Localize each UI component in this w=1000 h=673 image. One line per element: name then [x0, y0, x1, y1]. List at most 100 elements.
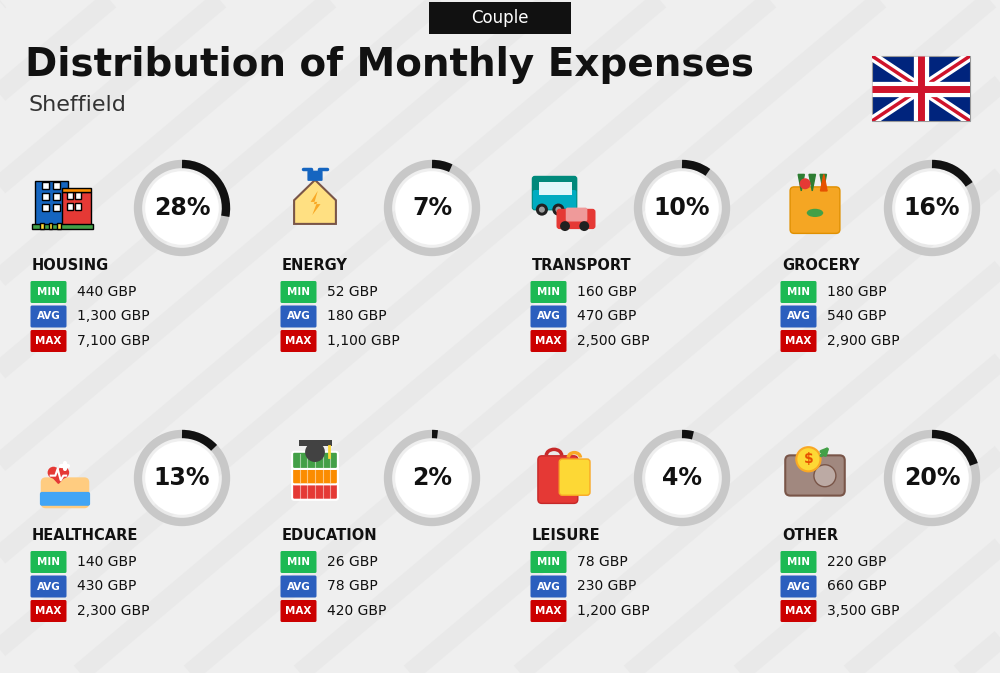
- Text: 16%: 16%: [904, 196, 960, 220]
- FancyBboxPatch shape: [62, 188, 91, 192]
- FancyBboxPatch shape: [280, 330, 316, 352]
- FancyBboxPatch shape: [785, 456, 845, 495]
- Circle shape: [555, 207, 561, 213]
- Text: Sheffield: Sheffield: [28, 95, 126, 115]
- FancyBboxPatch shape: [31, 600, 66, 622]
- Polygon shape: [311, 191, 320, 215]
- FancyBboxPatch shape: [48, 223, 52, 229]
- FancyBboxPatch shape: [780, 306, 816, 328]
- Text: MAX: MAX: [285, 336, 312, 346]
- FancyBboxPatch shape: [32, 224, 92, 229]
- FancyBboxPatch shape: [280, 551, 316, 573]
- Text: MAX: MAX: [35, 606, 62, 616]
- Text: MAX: MAX: [35, 336, 62, 346]
- Text: 20%: 20%: [904, 466, 960, 490]
- Text: AVG: AVG: [537, 312, 560, 322]
- FancyBboxPatch shape: [53, 182, 60, 189]
- FancyBboxPatch shape: [530, 551, 566, 573]
- Circle shape: [395, 441, 469, 515]
- Text: 1,200 GBP: 1,200 GBP: [577, 604, 650, 618]
- FancyBboxPatch shape: [566, 207, 587, 221]
- Text: MIN: MIN: [537, 557, 560, 567]
- FancyBboxPatch shape: [780, 330, 816, 352]
- Circle shape: [552, 203, 564, 215]
- Circle shape: [57, 466, 69, 479]
- FancyBboxPatch shape: [292, 452, 338, 469]
- FancyBboxPatch shape: [550, 182, 561, 195]
- FancyBboxPatch shape: [533, 190, 576, 209]
- FancyBboxPatch shape: [42, 203, 49, 211]
- FancyBboxPatch shape: [31, 281, 66, 303]
- FancyBboxPatch shape: [561, 182, 572, 195]
- Circle shape: [814, 465, 836, 487]
- FancyBboxPatch shape: [429, 2, 571, 34]
- Text: MAX: MAX: [535, 336, 562, 346]
- Text: MAX: MAX: [785, 606, 812, 616]
- Text: 180 GBP: 180 GBP: [827, 285, 887, 299]
- FancyBboxPatch shape: [31, 330, 66, 352]
- FancyBboxPatch shape: [530, 575, 566, 598]
- Text: TRANSPORT: TRANSPORT: [532, 258, 632, 273]
- Text: AVG: AVG: [37, 581, 60, 592]
- Circle shape: [145, 171, 219, 245]
- Text: MIN: MIN: [537, 287, 560, 297]
- Text: 540 GBP: 540 GBP: [827, 310, 886, 324]
- Text: 440 GBP: 440 GBP: [77, 285, 136, 299]
- Text: 660 GBP: 660 GBP: [827, 579, 887, 594]
- Text: MIN: MIN: [287, 287, 310, 297]
- Circle shape: [645, 441, 719, 515]
- Text: AVG: AVG: [787, 312, 810, 322]
- Circle shape: [895, 171, 969, 245]
- Circle shape: [305, 442, 325, 462]
- FancyBboxPatch shape: [292, 483, 338, 500]
- Text: 78 GBP: 78 GBP: [327, 579, 378, 594]
- Text: AVG: AVG: [537, 581, 560, 592]
- Circle shape: [536, 203, 548, 215]
- Text: AVG: AVG: [287, 312, 310, 322]
- Polygon shape: [798, 174, 804, 191]
- Text: HEALTHCARE: HEALTHCARE: [32, 528, 138, 544]
- Text: 78 GBP: 78 GBP: [577, 555, 628, 569]
- Bar: [872, 56, 970, 121]
- Text: 230 GBP: 230 GBP: [577, 579, 636, 594]
- Text: $: $: [804, 452, 813, 466]
- Text: MAX: MAX: [285, 606, 312, 616]
- Text: MIN: MIN: [37, 287, 60, 297]
- FancyBboxPatch shape: [42, 182, 49, 189]
- FancyBboxPatch shape: [280, 600, 316, 622]
- Text: 7,100 GBP: 7,100 GBP: [77, 334, 150, 348]
- FancyBboxPatch shape: [530, 330, 566, 352]
- FancyBboxPatch shape: [62, 192, 91, 227]
- Text: MAX: MAX: [535, 606, 562, 616]
- Polygon shape: [809, 174, 815, 191]
- Circle shape: [395, 171, 469, 245]
- Text: ENERGY: ENERGY: [282, 258, 348, 273]
- Text: 430 GBP: 430 GBP: [77, 579, 136, 594]
- Circle shape: [539, 207, 545, 213]
- Text: 140 GBP: 140 GBP: [77, 555, 136, 569]
- FancyBboxPatch shape: [31, 551, 66, 573]
- Text: MIN: MIN: [287, 557, 310, 567]
- Circle shape: [645, 171, 719, 245]
- Circle shape: [800, 178, 811, 189]
- Text: 52 GBP: 52 GBP: [327, 285, 378, 299]
- FancyBboxPatch shape: [559, 459, 590, 495]
- Text: 7%: 7%: [412, 196, 452, 220]
- Text: 1,300 GBP: 1,300 GBP: [77, 310, 150, 324]
- FancyBboxPatch shape: [539, 182, 550, 195]
- Circle shape: [895, 441, 969, 515]
- FancyBboxPatch shape: [280, 281, 316, 303]
- Text: 470 GBP: 470 GBP: [577, 310, 636, 324]
- Ellipse shape: [807, 209, 823, 217]
- FancyBboxPatch shape: [780, 600, 816, 622]
- FancyBboxPatch shape: [31, 306, 66, 328]
- Text: AVG: AVG: [787, 581, 810, 592]
- Text: 2,900 GBP: 2,900 GBP: [827, 334, 900, 348]
- FancyBboxPatch shape: [532, 176, 577, 211]
- Text: 10%: 10%: [654, 196, 710, 220]
- FancyBboxPatch shape: [40, 492, 90, 506]
- FancyBboxPatch shape: [75, 192, 81, 199]
- Circle shape: [579, 221, 589, 231]
- Text: 420 GBP: 420 GBP: [327, 604, 386, 618]
- Text: HOUSING: HOUSING: [32, 258, 109, 273]
